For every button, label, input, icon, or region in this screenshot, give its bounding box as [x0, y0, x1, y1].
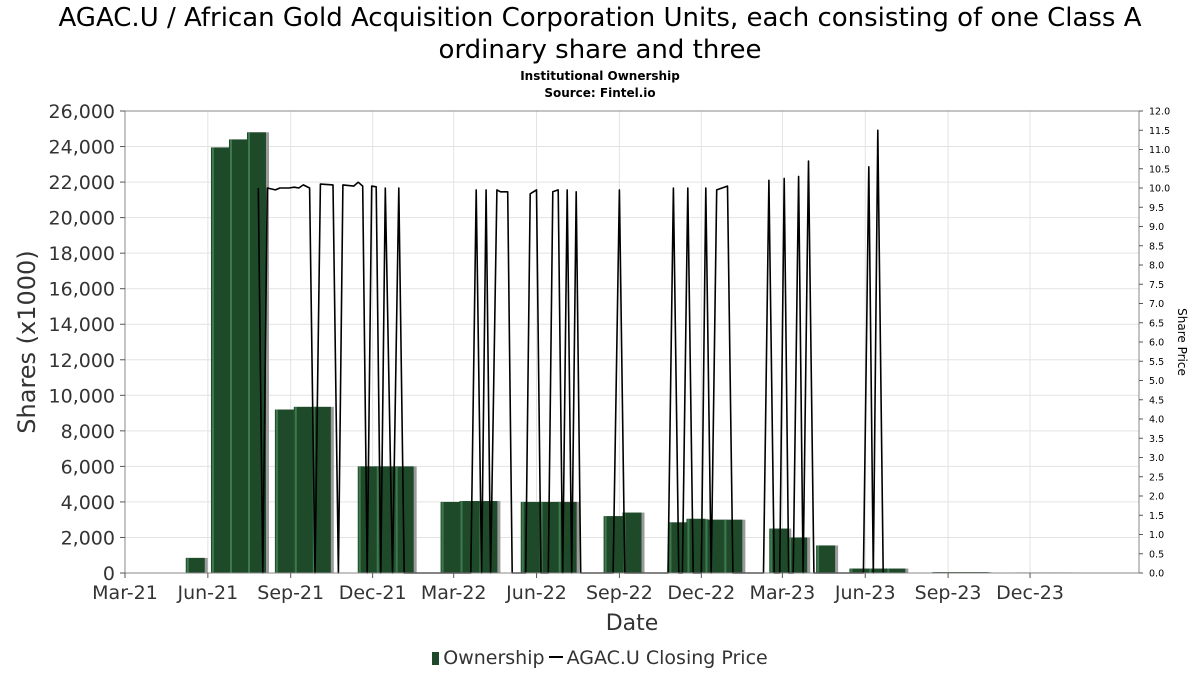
x-tick-label: Dec-21	[339, 582, 407, 604]
right-tick-label: 10.5	[1149, 164, 1170, 175]
y2-axis-label: Share Price	[1175, 308, 1189, 376]
left-tick-label: 22,000	[49, 172, 115, 194]
ownership-bar	[622, 512, 642, 573]
legend-price-label: AGAC.U Closing Price	[566, 647, 768, 669]
right-tick-label: 4.0	[1149, 415, 1164, 426]
left-tick-label: 26,000	[49, 101, 115, 123]
right-tick-label: 2.5	[1149, 472, 1164, 483]
right-tick-label: 3.5	[1149, 434, 1164, 445]
ownership-bar	[210, 147, 230, 573]
x-tick-label: Sep-22	[586, 582, 653, 604]
right-tick-label: 1.5	[1149, 511, 1164, 522]
chart-subtitle: Institutional Ownership	[520, 69, 680, 83]
right-tick-label: 5.0	[1149, 376, 1164, 387]
ownership-bar	[816, 545, 836, 573]
right-tick-label: 9.5	[1149, 203, 1164, 214]
right-tick-label: 1.0	[1149, 530, 1164, 541]
x-tick-label: Mar-22	[421, 582, 487, 604]
left-tick-label: 24,000	[49, 137, 115, 159]
left-tick-label: 2,000	[61, 527, 115, 549]
ownership-bar	[849, 568, 869, 573]
x-axis-ticks: Mar-21 Jun-21 Sep-21 Dec-21 Mar-22 Jun-22 Sep-…	[92, 573, 1064, 604]
x-tick-label: Sep-23	[915, 582, 982, 604]
right-tick-label: 11.5	[1149, 126, 1170, 137]
x-tick-label: Mar-23	[750, 582, 816, 604]
right-tick-label: 9.0	[1149, 222, 1164, 233]
left-tick-label: 20,000	[49, 208, 115, 230]
right-tick-label: 4.5	[1149, 395, 1164, 406]
right-tick-label: 8.0	[1149, 261, 1164, 272]
chart-title-line-1: AGAC.U / African Gold Acquisition Corpor…	[58, 3, 1142, 33]
right-tick-label: 5.5	[1149, 357, 1164, 368]
ownership-bar	[228, 139, 248, 573]
x-tick-label: Dec-23	[996, 582, 1064, 604]
left-axis-ticks: 0 2,000 4,000 6,000 8,000 10,000 12,000 14,000 1…	[49, 101, 125, 585]
left-tick-label: 14,000	[49, 314, 115, 336]
left-tick-label: 12,000	[49, 350, 115, 372]
x-tick-label: Dec-22	[667, 582, 735, 604]
ownership-bar	[293, 406, 313, 573]
left-tick-label: 10,000	[49, 385, 115, 407]
right-tick-label: 12.0	[1149, 107, 1170, 118]
x-tick-label: Jun-23	[834, 582, 896, 604]
ownership-bar	[868, 568, 888, 573]
left-tick-label: 8,000	[61, 421, 115, 443]
right-tick-label: 7.0	[1149, 299, 1164, 310]
right-tick-label: 3.0	[1149, 453, 1164, 464]
x-tick-label: Jun-22	[505, 582, 567, 604]
x-tick-label: Sep-21	[257, 582, 324, 604]
chart-legend: Ownership AGAC.U Closing Price	[0, 647, 1200, 669]
right-tick-label: 10.0	[1149, 184, 1170, 195]
right-tick-label: 2.0	[1149, 492, 1164, 503]
left-tick-label: 6,000	[61, 456, 115, 478]
right-tick-label: 11.0	[1149, 145, 1170, 156]
right-tick-label: 0.5	[1149, 549, 1164, 560]
left-tick-label: 4,000	[61, 492, 115, 514]
ownership-bar	[274, 409, 294, 573]
chart-source: Source: Fintel.io	[544, 86, 656, 100]
ownership-bars	[185, 132, 1075, 574]
left-tick-label: 16,000	[49, 279, 115, 301]
ownership-bar	[704, 519, 724, 573]
ownership-bar	[478, 501, 498, 573]
legend-ownership-label: Ownership	[443, 647, 545, 669]
x-tick-label: Jun-21	[176, 582, 238, 604]
x-tick-label: Mar-21	[92, 582, 158, 604]
chart-title: AGAC.U / African Gold Acquisition Corpor…	[0, 2, 1200, 66]
right-tick-label: 0.0	[1149, 569, 1164, 580]
right-tick-label: 8.5	[1149, 241, 1164, 252]
right-tick-label: 6.5	[1149, 318, 1164, 329]
price-line-path	[257, 129, 884, 574]
x-axis-label: Date	[606, 611, 659, 636]
left-tick-label: 0	[103, 563, 115, 585]
right-axis-ticks: 0.0 0.5 1.0 1.5 2.0 2.5 3.0 3.5 4.0 4.5 5.0 5.5 6.0 6…	[1139, 107, 1170, 580]
ownership-bar	[459, 501, 479, 573]
ownership-bar	[886, 568, 906, 573]
ownership-bar	[440, 501, 460, 573]
chart-title-line-2: ordinary share and three	[438, 35, 762, 65]
left-tick-label: 18,000	[49, 243, 115, 265]
right-tick-label: 7.5	[1149, 280, 1164, 291]
legend-price-swatch	[548, 656, 563, 658]
legend-ownership-swatch	[432, 652, 440, 665]
y-axis-label: Shares (x1000)	[13, 250, 41, 433]
right-tick-label: 6.0	[1149, 338, 1164, 349]
ownership-bar	[185, 557, 205, 573]
price-line	[257, 129, 884, 574]
